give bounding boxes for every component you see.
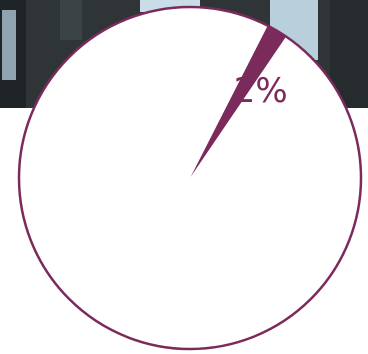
pie-slice	[190, 25, 287, 179]
pie-outline	[17, 5, 363, 351]
value-label: 2%	[234, 71, 288, 111]
pie-slice	[19, 7, 362, 350]
